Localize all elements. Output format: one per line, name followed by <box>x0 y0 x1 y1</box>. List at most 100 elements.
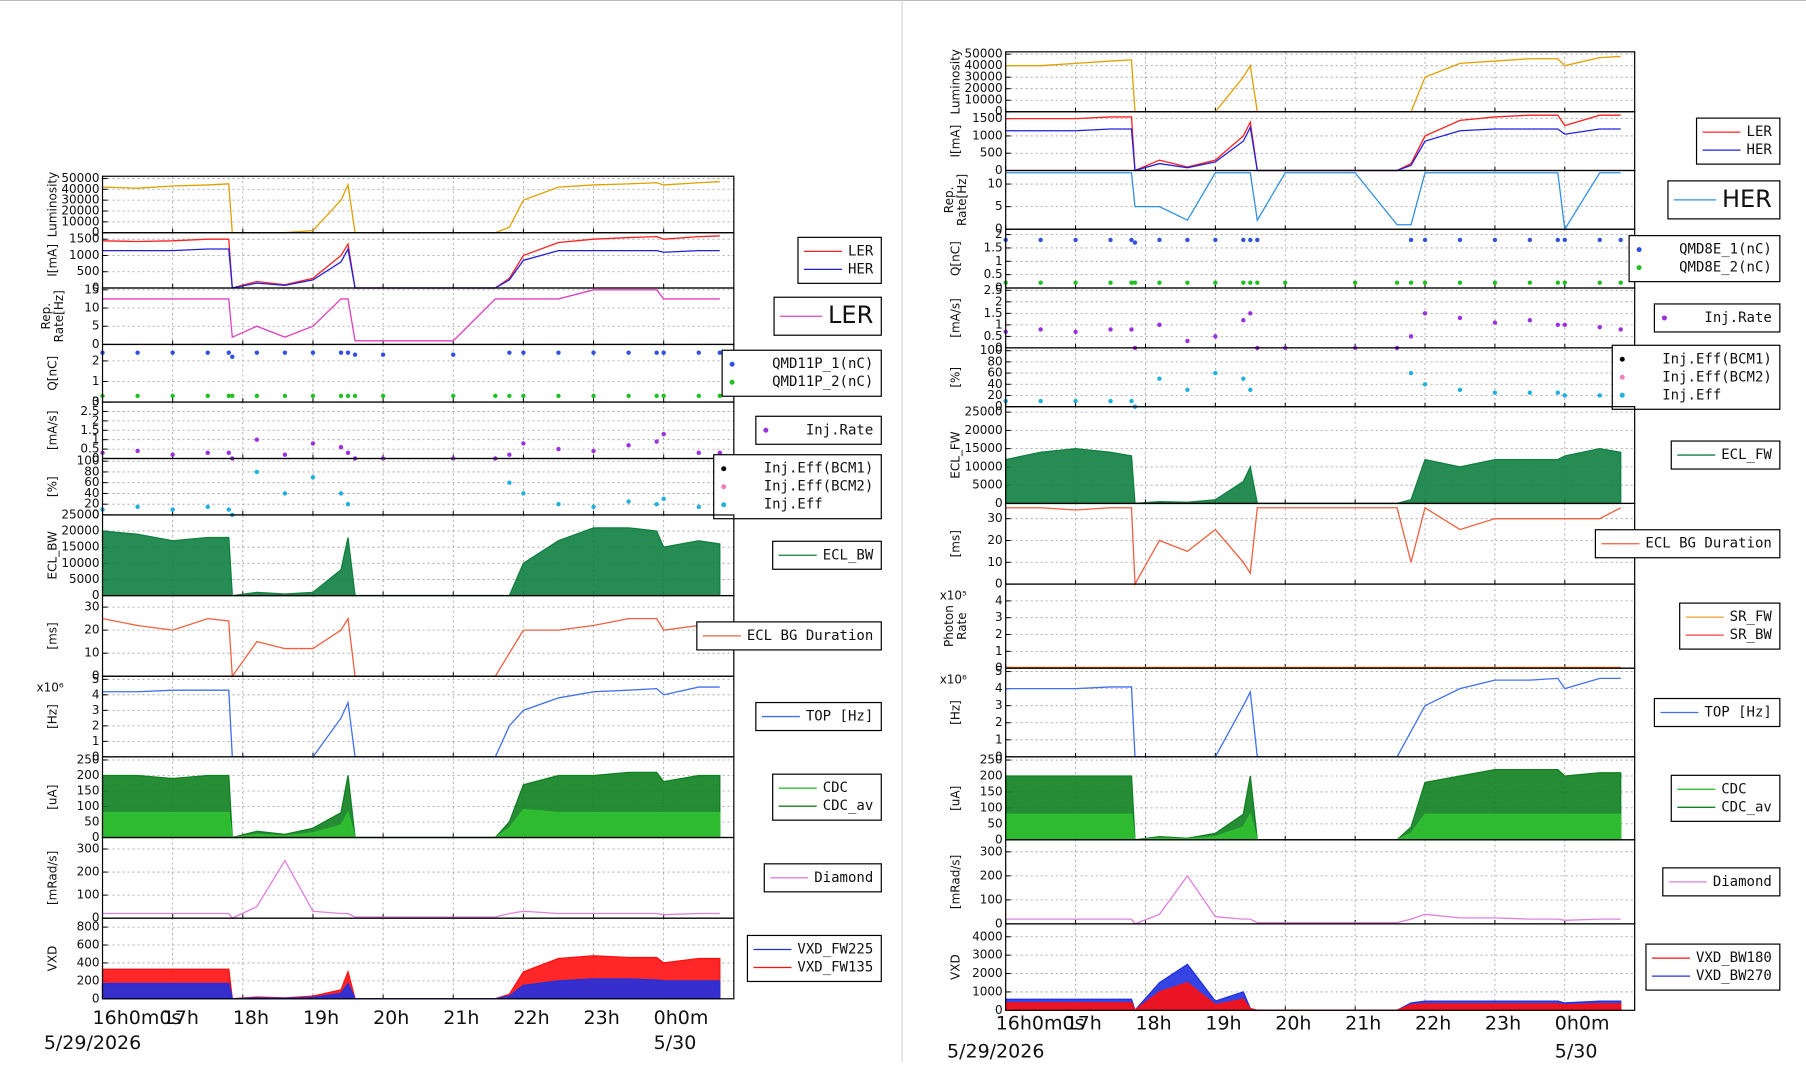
data-point <box>1129 237 1134 243</box>
legend-swatch <box>1636 247 1642 253</box>
y-axis-label: Rep. <box>39 303 53 330</box>
y-tick-label: 10000 <box>965 459 1003 473</box>
y-tick-label: 200 <box>980 868 1003 882</box>
legend-label: VXD_BW270 <box>1696 968 1772 984</box>
y-tick-label: 10 <box>987 177 1002 191</box>
data-point <box>1408 280 1414 285</box>
legend-label: Inj.Eff <box>1662 387 1721 403</box>
data-point <box>352 393 358 399</box>
data-point <box>1241 318 1246 323</box>
series-line <box>102 289 720 342</box>
data-point <box>661 393 666 399</box>
y-tick-label: 15000 <box>965 441 1003 455</box>
data-point <box>717 393 722 399</box>
data-point <box>1248 237 1253 243</box>
y-tick-label: 0.5 <box>984 267 1003 281</box>
y-axis-label: [ms] <box>949 530 963 557</box>
y-tick-label: 0 <box>92 281 100 295</box>
data-point <box>1132 240 1138 245</box>
data-point <box>654 350 659 355</box>
data-point <box>135 393 140 399</box>
data-point <box>1283 280 1288 285</box>
x-tick-label: 17h <box>163 1007 199 1029</box>
y-axis-label: [%] <box>45 476 59 497</box>
legend-label: Inj.Eff(BCM2) <box>764 479 874 495</box>
data-point <box>556 393 561 399</box>
legend-box <box>713 454 882 520</box>
y-tick-label: 600 <box>77 938 100 952</box>
y-tick-label: 1000 <box>972 128 1003 142</box>
legend-label: ECL BG Duration <box>1645 536 1771 552</box>
legend-box <box>772 773 882 821</box>
data-point <box>352 352 358 357</box>
legend-box <box>1645 943 1781 991</box>
plot-frame <box>1005 347 1636 408</box>
legend-label: HER <box>1747 142 1773 158</box>
legend-box <box>1628 235 1781 283</box>
data-point <box>1038 398 1043 404</box>
data-point <box>1422 311 1428 316</box>
data-point <box>591 504 596 510</box>
data-point <box>1213 334 1218 339</box>
legend-swatch <box>721 484 727 490</box>
date-label: 5/30 <box>1555 1040 1598 1062</box>
data-point <box>1492 390 1498 395</box>
y-axis-label: [uA] <box>45 785 59 810</box>
data-point <box>338 445 344 450</box>
plot-frame <box>101 457 735 516</box>
legend-label: Inj.Rate <box>806 422 873 438</box>
legend-swatch <box>1661 315 1667 321</box>
y-tick-label: 1000 <box>972 984 1003 998</box>
y-tick-label: 15000 <box>61 540 99 554</box>
series-line <box>1005 506 1622 587</box>
data-point <box>717 350 722 355</box>
data-point <box>1132 280 1138 285</box>
y-tick-label: 1 <box>995 644 1003 658</box>
y-tick-label: 2 <box>995 627 1003 641</box>
y-tick-label: 1.5 <box>80 423 99 437</box>
y-tick-label: 20 <box>84 623 99 637</box>
x-tick-label: 0h0m <box>654 1007 709 1029</box>
legend-label: TOP [Hz] <box>1704 705 1771 721</box>
data-point <box>451 393 456 399</box>
data-point <box>1038 327 1043 332</box>
data-point <box>1618 280 1623 285</box>
legend-label: SR_BW <box>1730 627 1773 643</box>
y-tick-label: 2 <box>92 413 100 427</box>
data-point <box>170 393 175 399</box>
y-axis-label: [%] <box>949 367 963 388</box>
y-tick-label: 15 <box>84 282 99 296</box>
y-tick-label: 0 <box>92 225 100 239</box>
y-tick-label: 10000 <box>61 556 99 570</box>
data-point <box>661 496 666 502</box>
y-tick-label: 1.5 <box>984 306 1003 320</box>
data-point <box>654 501 659 507</box>
x-tick-label: 0h0m <box>1555 1013 1610 1035</box>
y-tick-label: 2 <box>92 718 100 732</box>
data-point <box>1073 398 1078 404</box>
data-point <box>1038 280 1043 285</box>
y-tick-label: 0 <box>995 104 1003 118</box>
data-point <box>1457 387 1463 393</box>
legend-label: TOP [Hz] <box>806 709 873 725</box>
legend-label: CDC_av <box>1721 799 1772 815</box>
y-tick-label: 100 <box>77 799 100 813</box>
data-point <box>1555 237 1561 243</box>
legend-label: QMD8E_2(nC) <box>1679 260 1772 276</box>
y-tick-label: 1000 <box>69 248 100 262</box>
y-tick-label: 1 <box>995 317 1003 331</box>
y-tick-label: 1 <box>92 374 100 388</box>
data-point <box>1108 280 1113 285</box>
legend-label: Inj.Rate <box>1704 310 1771 326</box>
series-line <box>102 616 720 679</box>
y-tick-label: 0 <box>92 669 100 683</box>
data-point <box>310 350 316 355</box>
data-point <box>507 350 512 355</box>
y-tick-label: 2000 <box>972 966 1003 980</box>
y-axis-label: [mRad/s] <box>45 851 59 905</box>
data-point <box>1408 370 1414 376</box>
y-axis-label: VXD <box>45 946 59 972</box>
y-tick-label: 0 <box>995 399 1003 413</box>
y-tick-label: 50 <box>987 816 1002 830</box>
